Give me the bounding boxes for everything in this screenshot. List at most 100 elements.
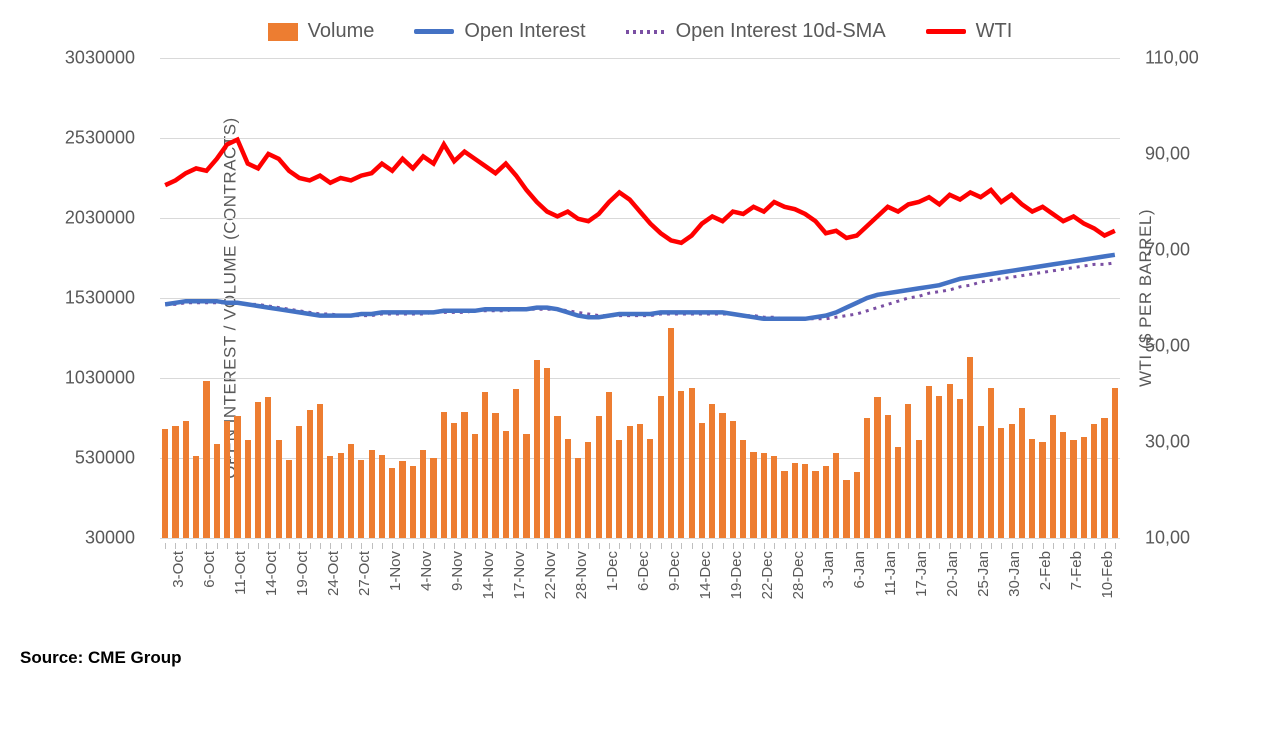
x-tick-label: 6-Jan (851, 551, 868, 589)
x-tick-mark (516, 543, 517, 549)
x-tick-mark (774, 543, 775, 549)
x-tick-mark (1012, 543, 1013, 549)
x-tick-mark (217, 543, 218, 549)
x-tick-mark (661, 543, 662, 549)
x-tick-mark (650, 543, 651, 549)
y-right-tick: 10,00 (1145, 528, 1190, 549)
x-tick-mark (289, 543, 290, 549)
x-tick-mark (939, 543, 940, 549)
y-left-tick: 3030000 (65, 48, 135, 69)
x-tick-mark (815, 543, 816, 549)
legend-item-oi-sma: Open Interest 10d-SMA (626, 20, 886, 43)
x-tick-mark (981, 543, 982, 549)
x-tick-mark (568, 543, 569, 549)
x-tick-mark (299, 543, 300, 549)
x-tick-mark (258, 543, 259, 549)
x-tick-mark (526, 543, 527, 549)
x-tick-mark (929, 543, 930, 549)
x-tick-mark (1115, 543, 1116, 549)
x-tick-mark (392, 543, 393, 549)
x-tick-mark (248, 543, 249, 549)
x-tick-mark (826, 543, 827, 549)
x-tick-mark (785, 543, 786, 549)
x-tick-label: 10-Feb (1099, 551, 1116, 599)
y-axis-right-label: WTI ($ PER BARREL) (1136, 209, 1156, 387)
x-tick-mark (857, 543, 858, 549)
x-tick-mark (898, 543, 899, 549)
x-tick-label: 14-Oct (263, 551, 280, 596)
x-tick-label: 17-Jan (913, 551, 930, 597)
x-tick-mark (960, 543, 961, 549)
x-tick-label: 30-Jan (1006, 551, 1023, 597)
x-tick-mark (805, 543, 806, 549)
x-tick-mark (743, 543, 744, 549)
x-tick-mark (495, 543, 496, 549)
x-tick-label: 2-Feb (1037, 551, 1054, 590)
x-tick-mark (330, 543, 331, 549)
x-tick-label: 4-Nov (418, 551, 435, 591)
x-tick-mark (1001, 543, 1002, 549)
x-tick-mark (557, 543, 558, 549)
x-tick-label: 1-Nov (387, 551, 404, 591)
x-tick-mark (681, 543, 682, 549)
x-tick-mark (413, 543, 414, 549)
x-tick-mark (506, 543, 507, 549)
legend-item-open-interest: Open Interest (414, 20, 585, 43)
x-tick-mark (712, 543, 713, 549)
x-tick-mark (1094, 543, 1095, 549)
wti-line (165, 140, 1115, 243)
x-tick-label: 19-Dec (728, 551, 745, 599)
x-tick-mark (991, 543, 992, 549)
x-tick-mark (630, 543, 631, 549)
x-tick-mark (465, 543, 466, 549)
y-left-tick: 2030000 (65, 208, 135, 229)
source-label: Source: CME Group (20, 648, 1260, 668)
x-tick-label: 17-Nov (511, 551, 528, 599)
x-tick-mark (619, 543, 620, 549)
x-tick-label: 3-Jan (820, 551, 837, 589)
x-tick-mark (237, 543, 238, 549)
x-tick-label: 22-Nov (542, 551, 559, 599)
x-tick-mark (1105, 543, 1106, 549)
line-series (160, 58, 1120, 538)
x-tick-mark (196, 543, 197, 549)
x-tick-mark (485, 543, 486, 549)
y-right-tick: 70,00 (1145, 240, 1190, 261)
x-tick-mark (310, 543, 311, 549)
x-tick-label: 6-Dec (635, 551, 652, 591)
x-tick-mark (640, 543, 641, 549)
x-tick-mark (692, 543, 693, 549)
x-tick-mark (867, 543, 868, 549)
x-tick-label: 20-Jan (944, 551, 961, 597)
x-tick-mark (227, 543, 228, 549)
x-tick-label: 7-Feb (1068, 551, 1085, 590)
x-tick-mark (547, 543, 548, 549)
x-tick-mark (454, 543, 455, 549)
legend-swatch-wti (926, 29, 966, 34)
x-tick-mark (970, 543, 971, 549)
x-tick-mark (320, 543, 321, 549)
x-tick-mark (950, 543, 951, 549)
x-tick-label: 24-Oct (325, 551, 342, 596)
x-tick-label: 14-Nov (480, 551, 497, 599)
x-tick-mark (846, 543, 847, 549)
legend-label: Volume (308, 20, 375, 43)
x-tick-mark (361, 543, 362, 549)
x-tick-label: 6-Oct (201, 551, 218, 588)
x-tick-mark (1084, 543, 1085, 549)
x-tick-label: 14-Dec (697, 551, 714, 599)
x-tick-mark (268, 543, 269, 549)
x-tick-mark (908, 543, 909, 549)
y-left-tick: 30000 (85, 528, 135, 549)
y-left-tick: 530000 (75, 448, 135, 469)
oi-sma-line (165, 263, 1115, 319)
x-tick-mark (279, 543, 280, 549)
x-tick-mark (186, 543, 187, 549)
y-right-tick: 30,00 (1145, 432, 1190, 453)
x-tick-label: 9-Dec (666, 551, 683, 591)
x-tick-mark (423, 543, 424, 549)
x-tick-mark (1063, 543, 1064, 549)
x-tick-mark (764, 543, 765, 549)
x-tick-label: 1-Dec (604, 551, 621, 591)
y-right-tick: 90,00 (1145, 144, 1190, 165)
